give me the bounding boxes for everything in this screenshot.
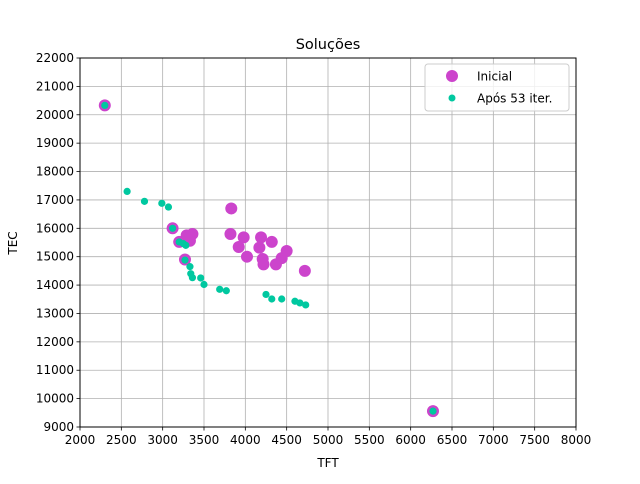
- y-axis-ticks: 9000 10000 11000 12000 13000 14000 15000 16000 1…: [36, 51, 80, 434]
- y-tick-label: 21000: [36, 79, 74, 93]
- y-tick-label: 19000: [36, 136, 74, 150]
- y-tick-label: 15000: [36, 250, 74, 264]
- x-axis-ticks: 2000 2500 3000 3500 4000 4500 5000 5500 6000 6500…: [65, 427, 592, 447]
- data-point: [265, 235, 278, 248]
- chart-title: Soluções: [296, 37, 361, 53]
- y-axis-label: TEC: [6, 231, 20, 255]
- data-point: [262, 290, 270, 299]
- x-tick-label: 4000: [230, 433, 261, 447]
- series-1: [101, 101, 437, 415]
- data-point: [302, 301, 310, 309]
- y-tick-label: 10000: [36, 392, 74, 406]
- x-tick-label: 2000: [65, 433, 96, 447]
- data-point: [278, 295, 286, 303]
- data-point: [224, 227, 237, 240]
- data-point: [296, 299, 304, 307]
- x-tick-label: 7000: [478, 433, 509, 447]
- y-tick-label: 13000: [36, 306, 74, 320]
- data-point: [240, 250, 253, 263]
- x-tick-label: 3000: [147, 433, 178, 447]
- y-tick-label: 9000: [43, 420, 74, 434]
- x-tick-label: 5000: [313, 433, 344, 447]
- data-point: [168, 224, 177, 232]
- data-point: [216, 285, 224, 293]
- x-tick-label: 6000: [395, 433, 426, 447]
- data-point: [255, 231, 268, 244]
- x-tick-label: 6500: [437, 433, 468, 447]
- series-0: [98, 99, 439, 418]
- data-point: [298, 264, 311, 277]
- data-point: [280, 245, 293, 258]
- legend-box: [424, 63, 570, 112]
- legend-marker-inicial: [446, 70, 458, 82]
- legend-marker-apos-53-iter: [448, 94, 456, 102]
- data-point: [429, 407, 437, 415]
- y-tick-label: 20000: [36, 108, 74, 122]
- y-tick-label: 22000: [36, 51, 74, 65]
- data-point: [222, 287, 230, 295]
- x-axis-label: TFT: [316, 456, 339, 470]
- x-tick-label: 8000: [561, 433, 592, 447]
- legend-label-inicial: Inicial: [477, 70, 512, 84]
- data-point: [253, 241, 266, 254]
- y-tick-label: 11000: [36, 363, 74, 377]
- y-tick-label: 14000: [36, 278, 74, 292]
- data-point: [186, 227, 199, 240]
- data-point: [237, 231, 250, 244]
- data-point: [123, 187, 131, 196]
- x-tick-label: 3500: [189, 433, 220, 447]
- data-point: [232, 241, 245, 254]
- x-tick-label: 4500: [271, 433, 302, 447]
- y-tick-label: 12000: [36, 335, 74, 349]
- plot-frame: [79, 57, 577, 428]
- y-tick-label: 17000: [36, 193, 74, 207]
- legend: Inicial Após 53 iter.: [424, 63, 570, 112]
- legend-label-apos-53-iter: Após 53 iter.: [477, 92, 552, 106]
- data-point: [197, 274, 205, 282]
- data-point: [164, 203, 173, 211]
- y-tick-label: 18000: [36, 165, 74, 179]
- x-tick-label: 7500: [519, 433, 550, 447]
- data-point: [225, 202, 238, 215]
- data-point: [158, 199, 166, 207]
- x-tick-label: 2500: [106, 433, 137, 447]
- data-point: [181, 256, 189, 264]
- data-point: [140, 197, 149, 205]
- data-point: [268, 295, 276, 303]
- data-point: [200, 280, 208, 289]
- data-point: [188, 274, 197, 282]
- data-point: [182, 241, 190, 249]
- data-point: [101, 101, 109, 110]
- data-points: [98, 99, 439, 418]
- data-point: [257, 258, 270, 271]
- y-tick-label: 16000: [36, 221, 74, 235]
- data-point: [186, 263, 194, 271]
- x-tick-label: 5500: [354, 433, 385, 447]
